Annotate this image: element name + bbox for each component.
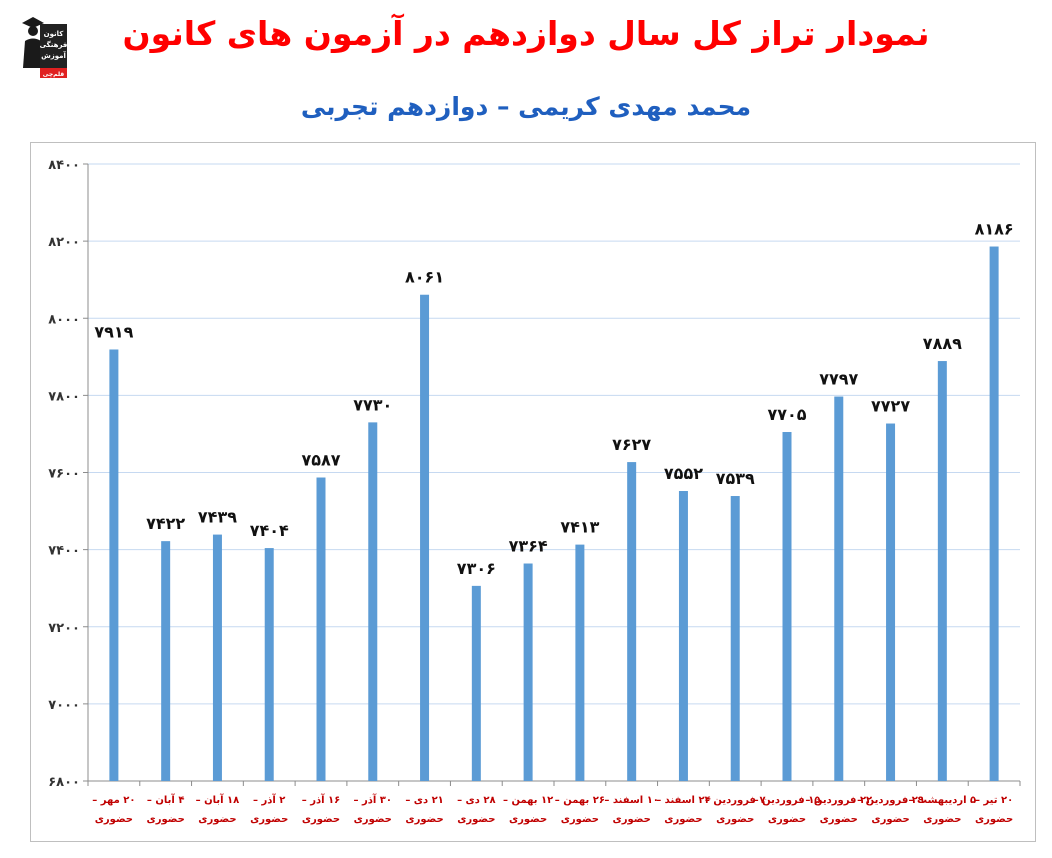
bar — [161, 541, 171, 781]
x-tick-label: حضوری — [613, 814, 651, 825]
bar — [989, 246, 999, 781]
bar — [368, 422, 378, 781]
x-tick-label: ۵ اردیبهشت – — [909, 795, 977, 806]
x-tick-label: ۲۱ دی – — [405, 795, 443, 806]
y-tick-label: ۶۸۰۰ — [48, 775, 80, 790]
y-tick-label: ۷۰۰۰ — [48, 698, 80, 713]
x-tick-label: ۱۰ اسفند – — [604, 795, 659, 806]
x-tick-label: ۲۰ تیر – — [975, 795, 1013, 806]
x-tick-label: ۱۵ فروردین – — [754, 795, 821, 806]
x-tick-label: حضوری — [768, 814, 806, 825]
bar — [782, 432, 792, 781]
y-tick-label: ۷۸۰۰ — [48, 389, 80, 404]
y-tick-label: ۷۶۰۰ — [48, 467, 80, 482]
bar — [212, 534, 222, 781]
x-tick-label: حضوری — [716, 814, 754, 825]
bar — [264, 548, 274, 781]
x-tick-label: ۲۸ دی – — [457, 795, 495, 806]
bar — [420, 294, 430, 781]
x-tick-label: ۲۹ فروردین – — [857, 795, 924, 806]
logo-line: کانون — [44, 30, 65, 38]
x-tick-label: حضوری — [198, 814, 236, 825]
x-tick-label: حضوری — [354, 814, 392, 825]
bar — [937, 361, 947, 781]
y-tick-label: ۸۴۰۰ — [48, 158, 80, 173]
data-label: ۷۴۰۴ — [250, 521, 289, 540]
x-tick-label: ۳۰ آذر – — [354, 793, 393, 806]
graduate-person-icon — [22, 17, 44, 68]
data-label: ۸۱۸۶ — [975, 220, 1014, 239]
x-tick-label: ۲ آذر – — [253, 793, 285, 806]
x-tick-label: حضوری — [664, 814, 702, 825]
logo-panel — [40, 24, 67, 68]
x-tick-label: ۷ فروردین – — [705, 795, 766, 806]
x-tick-label: حضوری — [509, 814, 547, 825]
page-title: نمودار تراز کل سال دوازدهم در آزمون های … — [122, 14, 930, 53]
bar — [678, 491, 688, 781]
data-label: ۷۵۵۲ — [664, 464, 703, 483]
bar — [834, 396, 844, 781]
x-tick-label: حضوری — [820, 814, 858, 825]
logo-line: فرهنگی — [40, 40, 68, 49]
x-tick-label: حضوری — [457, 814, 495, 825]
data-label: ۷۶۲۷ — [612, 435, 651, 454]
logo-badge-text: قلم‌چی — [43, 71, 65, 78]
data-label: ۷۷۰۵ — [767, 405, 806, 424]
data-label: ۷۷۳۰ — [353, 395, 392, 414]
bar-chart: ۶۸۰۰ ۷۰۰۰ ۷۲۰۰ ۷۴۰۰ ۷۶۰۰ ۷۸۰۰ ۸۰۰۰ ۸۲۰۰ ۸۴۰۰ ۷۹۱۹… — [48, 158, 1021, 825]
x-tick-label: ۱۸ آبان – — [196, 793, 240, 806]
x-tick-label: ۲۰ مهر – — [92, 795, 135, 806]
x-tick-label: ۲۶ بهمن – — [555, 795, 605, 806]
logo: کانون فرهنگی آموزش قلم‌چی — [22, 17, 68, 78]
chart-frame: ۶۸۰۰ ۷۰۰۰ ۷۲۰۰ ۷۴۰۰ ۷۶۰۰ ۷۸۰۰ ۸۰۰۰ ۸۲۰۰ ۸۴۰۰ ۷۹۱۹… — [30, 142, 1036, 842]
bar — [523, 563, 533, 781]
x-tick-label: ۱۶ آذر – — [302, 793, 341, 806]
data-label: ۷۴۲۲ — [146, 514, 185, 533]
y-tick-label: ۷۴۰۰ — [48, 544, 80, 559]
bar — [471, 585, 481, 781]
x-tick-label: حضوری — [250, 814, 288, 825]
data-label: ۷۵۸۷ — [301, 451, 340, 470]
x-tick-label: حضوری — [147, 814, 185, 825]
x-tick-label: حضوری — [561, 814, 599, 825]
x-tick-label: ۴ آبان – — [147, 793, 185, 806]
x-tick-label: حضوری — [871, 814, 909, 825]
y-tick-label: ۸۲۰۰ — [48, 235, 80, 250]
bar — [109, 349, 119, 781]
x-tick-label: حضوری — [95, 814, 133, 825]
bar — [316, 477, 326, 781]
bar — [730, 496, 740, 781]
bar — [886, 423, 896, 781]
x-tick-label: ۱۲ بهمن – — [503, 795, 553, 806]
data-label: ۷۷۹۷ — [819, 370, 858, 389]
data-label: ۷۳۶۴ — [509, 537, 548, 556]
y-tick-label: ۸۰۰۰ — [48, 312, 80, 327]
data-label: ۷۴۱۳ — [560, 518, 599, 537]
data-label: ۷۹۱۹ — [94, 322, 133, 341]
data-label: ۷۷۲۷ — [871, 397, 910, 416]
logo-line: آموزش — [41, 51, 66, 60]
x-tick-label: حضوری — [923, 814, 961, 825]
data-label: ۷۳۰۶ — [457, 559, 496, 578]
bar — [575, 544, 585, 781]
x-tick-label: حضوری — [302, 814, 340, 825]
x-tick-label: ۲۲ فروردین – — [805, 795, 872, 806]
bar — [627, 462, 637, 781]
page-subtitle: محمد مهدی کریمی – دوازدهم تجربی — [300, 92, 752, 121]
x-tick-label: حضوری — [405, 814, 443, 825]
x-tick-label: حضوری — [975, 814, 1013, 825]
data-label: ۷۴۳۹ — [198, 508, 237, 527]
data-label: ۷۵۳۹ — [716, 469, 755, 488]
data-label: ۸۰۶۱ — [405, 268, 444, 287]
y-tick-label: ۷۲۰۰ — [48, 621, 80, 636]
data-label: ۷۸۸۹ — [923, 334, 962, 353]
x-tick-label: ۲۴ اسفند – — [656, 795, 711, 806]
logo-badge — [40, 68, 67, 78]
